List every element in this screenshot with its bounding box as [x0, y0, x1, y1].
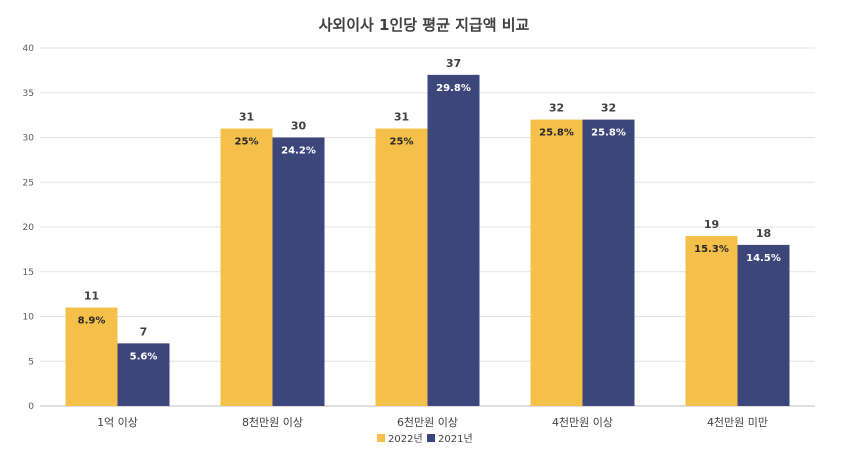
bar [220, 128, 273, 407]
bar-value-label: 31 [239, 111, 254, 124]
y-tick-label: 10 [23, 313, 35, 323]
x-category-label: 8천만원 이상 [242, 415, 303, 429]
y-tick-label: 0 [28, 402, 34, 412]
bar [530, 119, 583, 406]
bar [737, 244, 790, 406]
bar [685, 235, 738, 406]
bar-percent-label: 24.2% [281, 146, 316, 157]
bar-value-label: 30 [291, 120, 307, 133]
bar-value-label: 37 [446, 57, 461, 70]
x-category-label: 6천만원 이상 [397, 415, 458, 429]
bar-percent-label: 14.5% [746, 253, 781, 264]
y-tick-label: 35 [23, 89, 34, 99]
bar-percent-label: 25.8% [591, 128, 626, 139]
bars: 11 8.9% 7 5.6% 31 25% 30 24.2% 31 25% 37 29.8% 32 25.… [65, 57, 790, 407]
bar-percent-label: 29.8% [436, 83, 471, 94]
x-category-label: 4천만원 이상 [552, 415, 613, 429]
bar [375, 128, 428, 407]
bar-percent-label: 15.3% [694, 244, 729, 255]
legend: 2022년 2021년 [377, 433, 473, 445]
legend-swatch [427, 434, 435, 442]
bar [65, 307, 118, 406]
legend-swatch [377, 434, 385, 442]
bar [272, 137, 325, 406]
bar-value-label: 31 [394, 111, 409, 124]
bar-percent-label: 5.6% [130, 351, 158, 362]
y-tick-label: 20 [23, 223, 35, 233]
bar-value-label: 19 [704, 218, 719, 231]
bar [582, 119, 635, 406]
bar [117, 343, 170, 406]
bar-value-label: 7 [140, 325, 148, 338]
x-category-label: 1억 이상 [97, 416, 138, 429]
y-tick-label: 30 [23, 134, 35, 144]
bar-value-label: 11 [84, 290, 99, 303]
legend-label: 2021년 [438, 433, 473, 445]
bar-value-label: 18 [756, 227, 771, 240]
y-tick-label: 25 [23, 178, 34, 188]
y-tick-label: 5 [28, 357, 34, 367]
y-tick-label: 15 [23, 268, 34, 278]
bar-percent-label: 25.8% [539, 128, 574, 139]
bar-percent-label: 25% [235, 137, 259, 148]
x-axis: 1억 이상 8천만원 이상 6천만원 이상 4천만원 이상 4천만원 미만 [97, 415, 768, 429]
y-tick-label: 40 [23, 44, 35, 54]
legend-label: 2022년 [388, 433, 423, 445]
x-category-label: 4천만원 미만 [707, 415, 768, 429]
y-axis: 0 5 10 15 20 25 30 35 40 [23, 44, 35, 412]
bar-percent-label: 8.9% [78, 316, 106, 327]
bar-value-label: 32 [549, 102, 564, 115]
chart-title: 사외이사 1인당 평균 지급액 비교 [319, 16, 530, 34]
bar [427, 74, 480, 406]
bar-value-label: 32 [601, 102, 616, 115]
bar-percent-label: 25% [390, 137, 414, 148]
